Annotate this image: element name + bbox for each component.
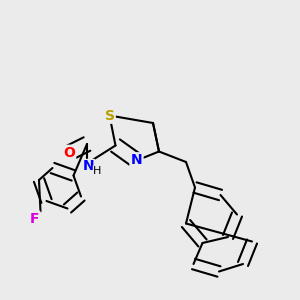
- Text: O: O: [63, 146, 75, 160]
- Text: H: H: [93, 166, 102, 176]
- Text: F: F: [30, 212, 39, 226]
- Text: S: S: [104, 109, 115, 122]
- Text: N: N: [131, 154, 142, 167]
- Text: N: N: [83, 160, 94, 173]
